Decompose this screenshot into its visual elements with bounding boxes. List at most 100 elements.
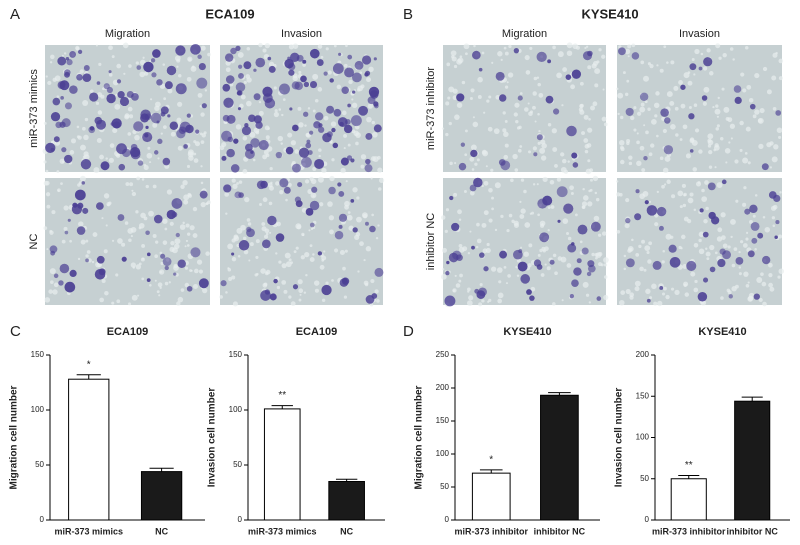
texture [728,141,731,144]
stained-cell [571,69,582,79]
y-tick-label: 150 [436,416,450,425]
texture [752,114,757,119]
stained-cell [177,259,186,268]
texture [273,111,279,118]
texture [579,109,585,115]
texture [200,112,205,117]
texture [121,242,126,247]
texture [764,226,771,233]
texture [642,190,649,197]
texture [340,167,346,174]
texture [456,102,463,108]
stained-cell [58,280,64,286]
texture [124,114,130,120]
stained-cell [373,124,382,133]
stained-cell [196,77,208,89]
texture [536,183,539,186]
texture [122,42,129,49]
texture [714,166,717,169]
texture [60,182,63,186]
texture [618,139,625,146]
stained-cell [321,284,332,296]
texture [98,62,102,66]
texture [243,236,247,241]
texture [103,249,108,254]
stained-cell [186,285,193,292]
stained-cell [625,107,634,116]
texture [360,164,365,169]
texture [505,282,509,285]
stained-cell [498,94,507,102]
stained-cell [313,121,321,129]
texture [496,267,503,273]
stained-cell [164,81,173,90]
texture [285,261,292,268]
texture [292,43,299,49]
texture [269,231,272,234]
texture [664,156,671,162]
texture [597,233,602,237]
texture [470,88,475,93]
x-tick-label: inhibitor NC [534,526,586,536]
texture [237,255,241,258]
stained-cell [287,63,296,71]
stained-cell [703,277,709,283]
stained-cell [456,93,465,102]
texture [246,100,252,107]
texture [671,194,676,199]
texture [354,234,360,240]
significance-mark: * [489,454,493,465]
stained-cell [146,278,151,283]
stained-cell [267,56,272,61]
y-tick-label: 150 [229,350,243,359]
texture [276,221,281,227]
texture [49,230,54,235]
texture [471,168,475,171]
texture [738,272,742,276]
stained-cell [517,95,523,101]
stained-cell [166,209,177,220]
texture [507,274,511,278]
x-tick-label: miR-373 mimics [248,526,317,536]
texture [112,128,118,134]
texture [225,67,231,73]
stained-cell [664,117,671,124]
texture [131,294,138,301]
texture [232,301,238,307]
stained-cell [152,49,161,58]
texture [129,182,134,187]
texture [298,70,302,74]
texture [595,252,602,259]
stained-cell [64,230,69,235]
texture [321,167,327,174]
texture [594,191,598,195]
stained-cell [460,142,466,147]
texture [723,106,730,113]
texture [779,191,782,194]
texture [600,263,604,267]
texture [227,243,234,250]
texture [285,198,288,202]
stained-cell [478,67,483,72]
stained-cell [446,260,450,265]
texture [688,106,692,109]
texture [304,251,310,258]
stained-cell [222,83,231,92]
texture [574,213,578,217]
texture [520,178,525,182]
texture [156,290,160,294]
stained-cell [231,252,235,256]
stained-cell [121,256,127,262]
stained-cell [298,147,310,158]
stained-cell [153,214,163,224]
texture [541,223,544,226]
texture [641,168,646,172]
texture [44,297,51,303]
texture [108,73,113,77]
texture [773,144,779,150]
x-tick-label: NC [340,526,353,536]
texture [445,132,449,137]
texture [541,143,547,149]
texture [376,299,380,303]
x-tick-label: miR-373 inhibitor [652,526,726,536]
